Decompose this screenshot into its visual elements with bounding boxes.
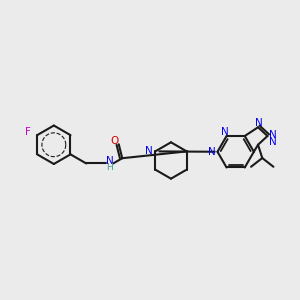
Text: N: N [106, 156, 113, 166]
Text: N: N [255, 118, 262, 128]
Text: O: O [110, 136, 118, 146]
Text: H: H [106, 163, 113, 172]
Text: N: N [145, 146, 153, 156]
Text: N: N [268, 137, 276, 147]
Text: N: N [208, 147, 216, 157]
Text: N: N [268, 130, 276, 140]
Text: F: F [25, 127, 31, 137]
Text: N: N [221, 127, 229, 137]
